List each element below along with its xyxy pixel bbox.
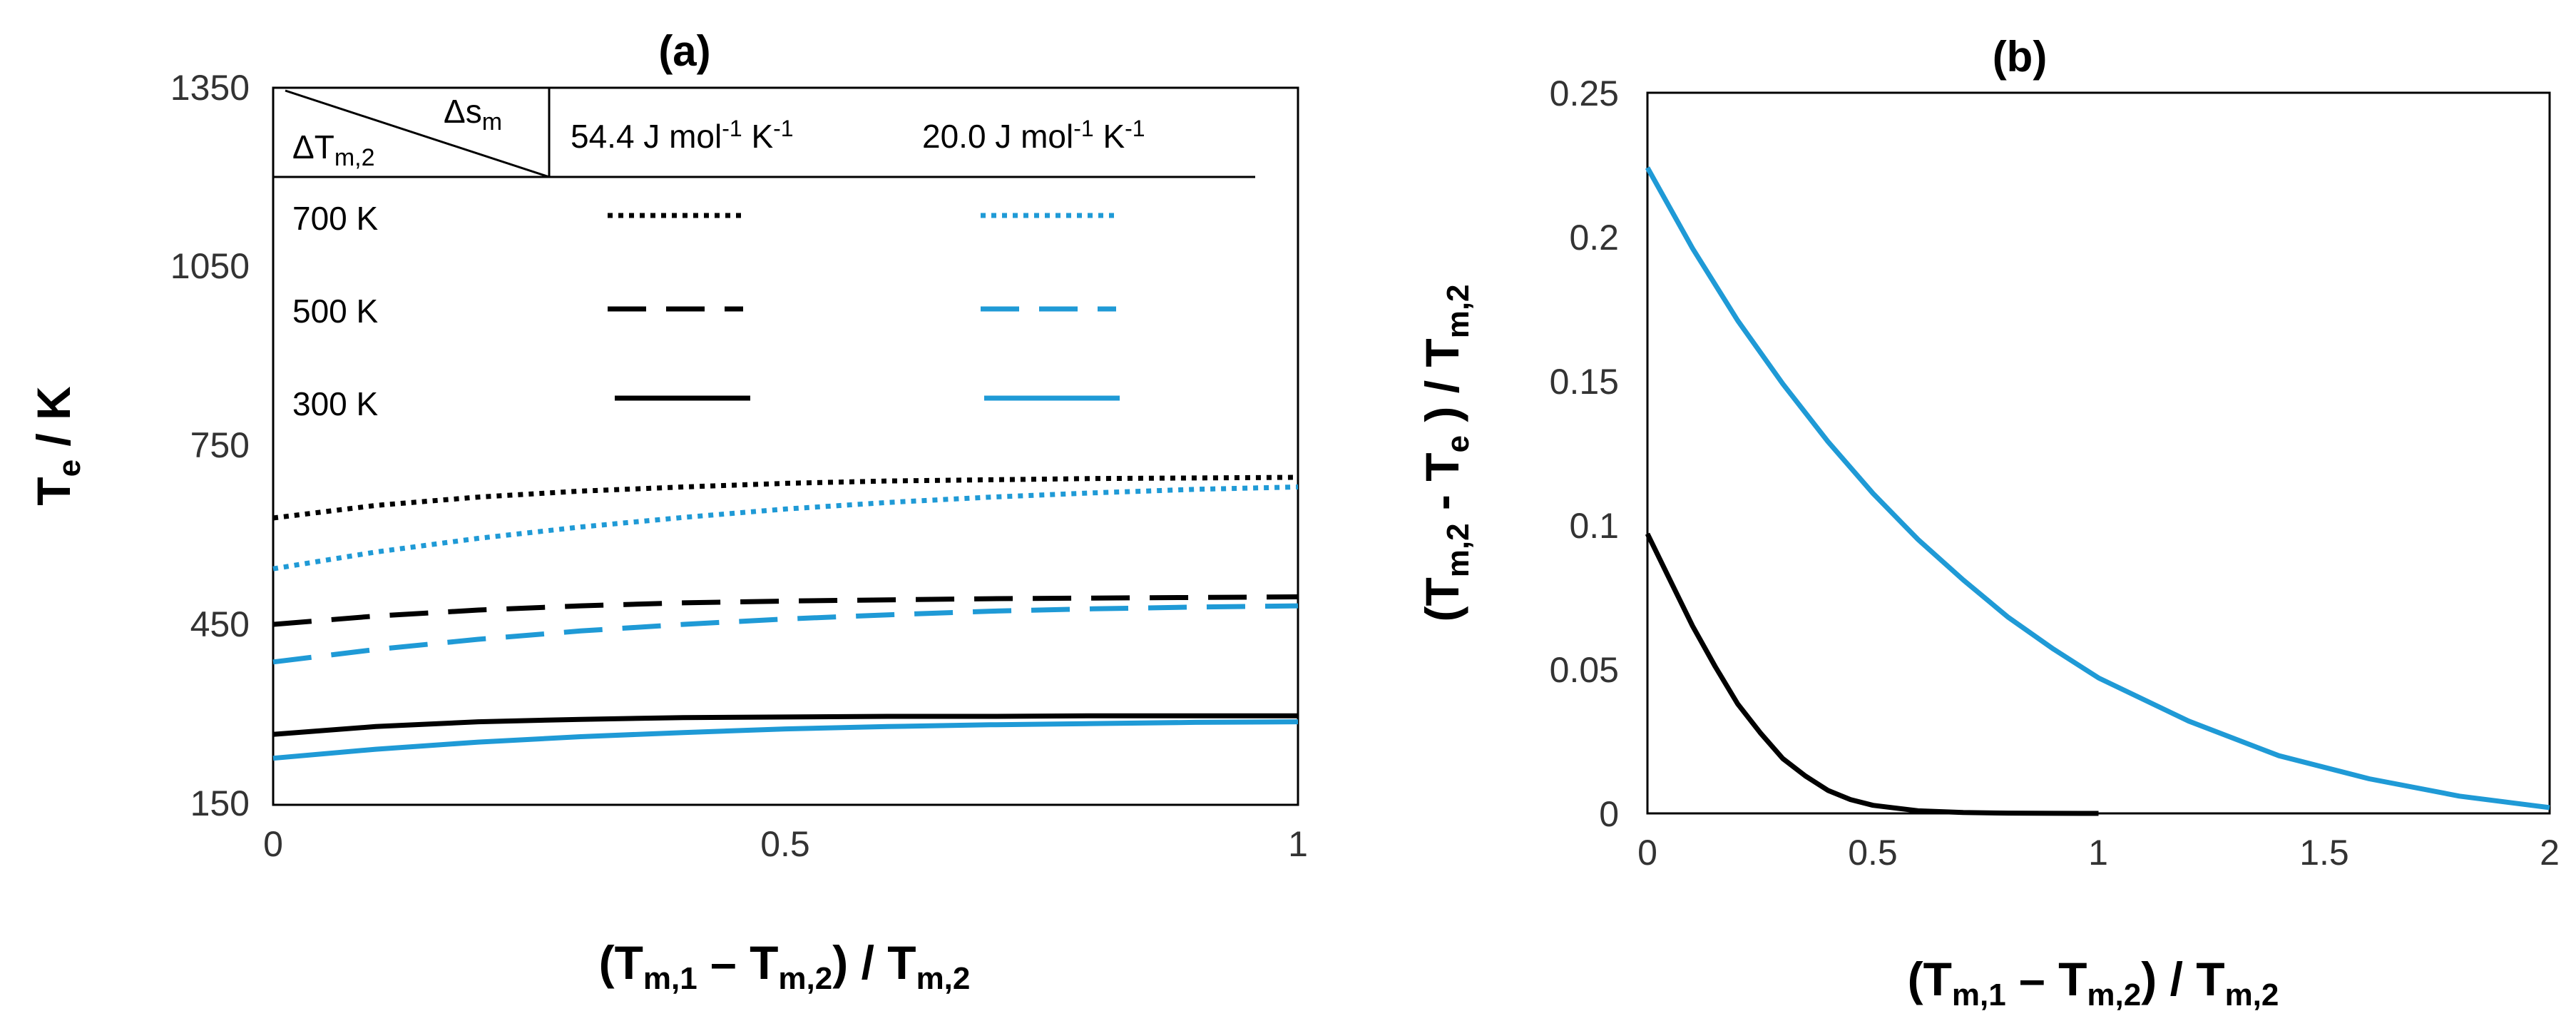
panel-b: (b) 0 0.05 0.1 0.15 0.2 0.25 0 0.5 1 1.5… — [1416, 33, 2560, 1012]
panel-a-series-line-4 — [272, 713, 1298, 737]
panel-b-y-tick-0.25: 0.25 — [1550, 73, 1619, 113]
panel-b-x-tick-0.5: 0.5 — [1848, 833, 1898, 873]
panel-a-x-tick-0.5: 0.5 — [760, 824, 810, 864]
panel-b-series — [1645, 166, 2550, 816]
panel-a-y-tick-150: 150 — [190, 783, 250, 823]
panel-a-legend: Δsm ΔTm,2 54.4 J mol-1 K-1 20.0 J mol-1 … — [273, 88, 1255, 422]
panel-b-x-tick-1.5: 1.5 — [2299, 833, 2349, 873]
panel-b-x-ticks: 0 0.5 1 1.5 2 — [1637, 833, 2560, 873]
panel-a-x-label: (Tm,1 – Tm,2) / Tm,2 — [599, 936, 971, 996]
panel-a-series-line-3 — [272, 603, 1299, 665]
legend-col1-header: 54.4 J mol-1 K-1 — [571, 116, 794, 155]
panel-a-title: (a) — [658, 27, 710, 75]
panel-a: (a) 150 450 750 1050 1350 0 0.5 1 Te / K… — [27, 27, 1308, 996]
panel-a-y-tick-1050: 1050 — [170, 246, 250, 286]
panel-a-series — [272, 474, 1299, 761]
legend-corner-top-label: Δsm — [444, 93, 502, 136]
legend-row-700k: 700 K — [292, 200, 379, 237]
panel-b-x-label: (Tm,1 – Tm,2) / Tm,2 — [1908, 953, 2279, 1012]
panel-b-series-line-1 — [1645, 166, 2550, 811]
legend-corner-bottom-label: ΔTm,2 — [292, 128, 375, 171]
panel-a-x-tick-1: 1 — [1288, 824, 1308, 864]
legend-corner-diagonal — [285, 89, 550, 178]
panel-a-series-line-5 — [272, 719, 1299, 761]
panel-a-y-tick-750: 750 — [190, 425, 250, 465]
panel-a-series-line-2 — [272, 594, 1299, 627]
panel-b-x-tick-2: 2 — [2540, 833, 2560, 873]
panel-b-y-ticks: 0 0.05 0.1 0.15 0.2 0.25 — [1550, 73, 1619, 834]
panel-b-title: (b) — [1993, 33, 2048, 81]
panel-a-plot-frame — [272, 86, 1299, 806]
panel-a-x-ticks: 0 0.5 1 — [263, 824, 1308, 864]
panel-a-y-label: Te / K — [27, 386, 87, 506]
panel-b-plot-frame — [1646, 91, 2551, 815]
panel-b-x-tick-1: 1 — [2088, 833, 2108, 873]
panel-b-x-tick-0: 0 — [1637, 833, 1657, 873]
panel-b-y-label: (Tm,2 - Te ) / Tm,2 — [1416, 284, 1476, 621]
panel-b-y-tick-0.05: 0.05 — [1550, 650, 1619, 690]
panel-b-y-tick-0: 0 — [1599, 794, 1619, 834]
legend-col2-header: 20.0 J mol-1 K-1 — [922, 116, 1145, 155]
legend-row-300k: 300 K — [292, 385, 379, 422]
panel-a-y-ticks: 150 450 750 1050 1350 — [170, 68, 250, 823]
panel-a-series-line-1 — [272, 484, 1299, 572]
panel-a-y-tick-450: 450 — [190, 604, 250, 644]
panel-a-series-line-0 — [272, 474, 1299, 521]
panel-b-y-tick-0.2: 0.2 — [1569, 218, 1619, 258]
panel-a-y-tick-1350: 1350 — [170, 68, 250, 108]
panel-b-y-tick-0.1: 0.1 — [1569, 506, 1619, 546]
legend-row-500k: 500 K — [292, 293, 379, 330]
panel-b-y-tick-0.15: 0.15 — [1550, 362, 1619, 402]
panel-b-series-line-0 — [1645, 532, 2099, 816]
panel-a-x-tick-0: 0 — [263, 824, 283, 864]
